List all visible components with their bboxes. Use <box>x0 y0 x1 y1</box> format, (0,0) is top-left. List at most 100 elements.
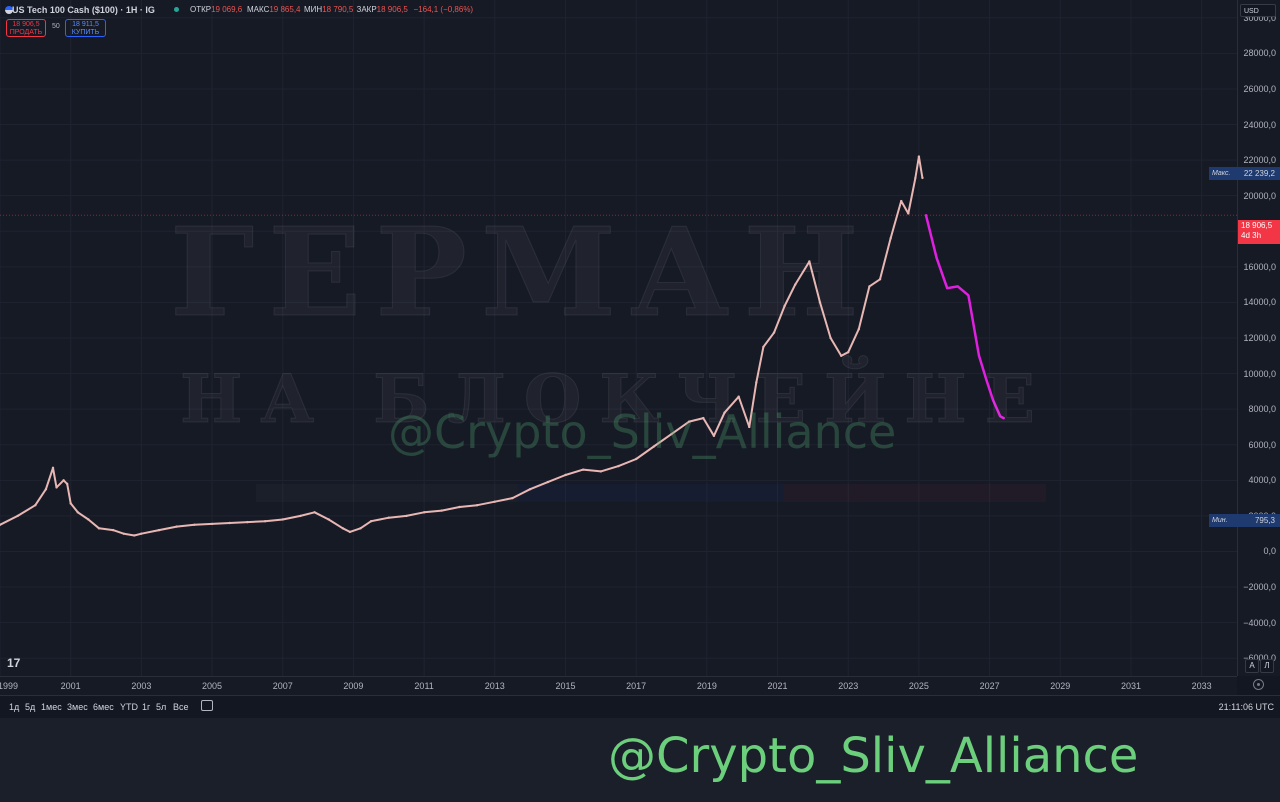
price-point <box>818 301 822 304</box>
price-point <box>359 527 362 530</box>
price-point <box>44 488 48 491</box>
y-tick-label: 12000,0 <box>1243 333 1276 343</box>
price-scale[interactable]: 30000,0 28000,0 26000,0 24000,0 22000,0 20000… <box>1237 0 1280 676</box>
price-point <box>348 530 352 534</box>
price-point <box>313 511 316 514</box>
chart-area[interactable]: ГЕРМАН НА БЛОКЧЕЙНЕ @Crypto_Sliv_Allianc… <box>0 0 1237 676</box>
price-point <box>246 520 249 524</box>
utc-clock[interactable]: 21:11:06 UTC <box>1218 702 1274 712</box>
price-point <box>783 304 786 308</box>
price-point <box>133 534 136 537</box>
x-tick-label: 2007 <box>272 681 293 691</box>
goto-date-icon[interactable] <box>1253 679 1264 690</box>
ohlc-item: ОТКР19 069,6 <box>190 5 243 14</box>
x-tick-label: 2015 <box>555 681 576 691</box>
y-tick-label: 4000,0 <box>1248 475 1276 486</box>
range-button[interactable]: 1д <box>9 702 20 712</box>
x-tick-label: 2003 <box>131 681 152 691</box>
currency-select[interactable]: USD <box>1240 4 1276 17</box>
price-point <box>921 176 924 180</box>
range-button[interactable]: Все <box>173 702 189 712</box>
buy-button[interactable]: 18 911,5 КУПИТЬ <box>65 19 106 37</box>
y-tick-label: 0,0 <box>1263 546 1276 557</box>
x-tick-label: 2001 <box>60 681 81 691</box>
bottom-toolbar: 1д 5д 1мес 3мес 6мес YTD 1г 5л Все 21:11:06 UTC <box>0 695 1280 718</box>
price-point <box>839 354 843 357</box>
price-point <box>111 528 115 532</box>
price-point <box>868 285 871 288</box>
range-button[interactable]: YTD <box>120 702 138 712</box>
y-tick-label: 26000,0 <box>1243 83 1276 94</box>
price-point <box>34 504 37 507</box>
session-band-1 <box>256 484 518 502</box>
price-point <box>475 504 479 507</box>
price-point <box>670 432 673 436</box>
sell-button[interactable]: 18 906,5 ПРОДАТЬ <box>6 19 46 37</box>
buy-label: КУПИТЬ <box>71 29 100 36</box>
date-range-icon[interactable] <box>201 700 213 711</box>
price-point <box>175 525 178 528</box>
price-point <box>327 518 330 521</box>
watermark-title: ГЕРМАН <box>170 200 873 345</box>
session-band-3 <box>784 484 1046 502</box>
bar-countdown: 4d 3h <box>1241 231 1262 240</box>
price-point <box>702 416 705 420</box>
y-tick-label: 10000,0 <box>1243 368 1276 379</box>
price-chart[interactable] <box>0 0 1237 676</box>
price-point <box>281 518 284 521</box>
x-tick-label: 2013 <box>484 681 505 691</box>
x-tick-label: 2033 <box>1191 681 1212 691</box>
min-price-badge: Мин. 795,3 <box>1209 514 1280 527</box>
x-tick-label: 2023 <box>838 681 859 691</box>
x-tick-label: 2025 <box>908 681 929 691</box>
price-point <box>847 351 850 354</box>
range-button[interactable]: 1мес <box>41 702 62 712</box>
price-point <box>341 527 345 530</box>
log-scale-button[interactable]: Л <box>1260 659 1274 673</box>
price-point <box>755 381 758 384</box>
x-tick-label: 2029 <box>1050 681 1071 691</box>
price-point <box>723 411 726 414</box>
range-button[interactable]: 5л <box>156 702 167 712</box>
price-point <box>617 464 620 468</box>
price-point <box>493 500 496 503</box>
x-tick-label: 1999 <box>0 681 19 691</box>
price-point <box>808 260 811 263</box>
y-tick-label: −4000,0 <box>1243 617 1276 628</box>
price-point <box>55 486 58 489</box>
range-button[interactable]: 1г <box>142 702 151 712</box>
price-point <box>210 522 214 526</box>
price-point <box>878 278 882 281</box>
tradingview-logo[interactable]: 17 <box>7 656 21 670</box>
y-tick-label: 28000,0 <box>1243 48 1276 59</box>
price-point <box>140 532 143 535</box>
price-point <box>829 336 832 340</box>
price-point <box>652 445 656 448</box>
price-point <box>748 425 751 429</box>
market-status-icon <box>174 7 179 12</box>
range-button[interactable]: 3мес <box>67 702 88 712</box>
range-button[interactable]: 6мес <box>93 702 114 712</box>
auto-scale-button[interactable]: A <box>1245 659 1259 673</box>
price-point <box>546 480 550 484</box>
price-point <box>857 327 861 331</box>
chart-grid <box>0 0 1237 676</box>
x-tick-label: 2031 <box>1120 681 1141 691</box>
price-point <box>62 479 65 482</box>
ohlc-item: −164,1 (−0,86%) <box>413 5 474 14</box>
time-axis[interactable]: 1999 2001 2003 2005 2007 2009 2011 2013 2015 2017… <box>0 676 1237 695</box>
y-tick-label: 16000,0 <box>1243 261 1276 272</box>
price-point <box>712 434 716 438</box>
min-label: Мин. <box>1212 517 1228 524</box>
y-tick-label: 30000,0 <box>1243 12 1276 23</box>
symbol-title[interactable]: US Tech 100 Cash ($100) · 1H · IG <box>12 5 155 15</box>
range-button[interactable]: 5д <box>25 702 36 712</box>
price-point <box>65 482 69 486</box>
price-point <box>634 457 638 461</box>
series-layer <box>0 155 1237 537</box>
price-point <box>76 511 79 514</box>
x-tick-label: 2017 <box>626 681 647 691</box>
price-point <box>458 505 461 509</box>
sell-label: ПРОДАТЬ <box>9 29 43 36</box>
price-point <box>122 532 125 535</box>
